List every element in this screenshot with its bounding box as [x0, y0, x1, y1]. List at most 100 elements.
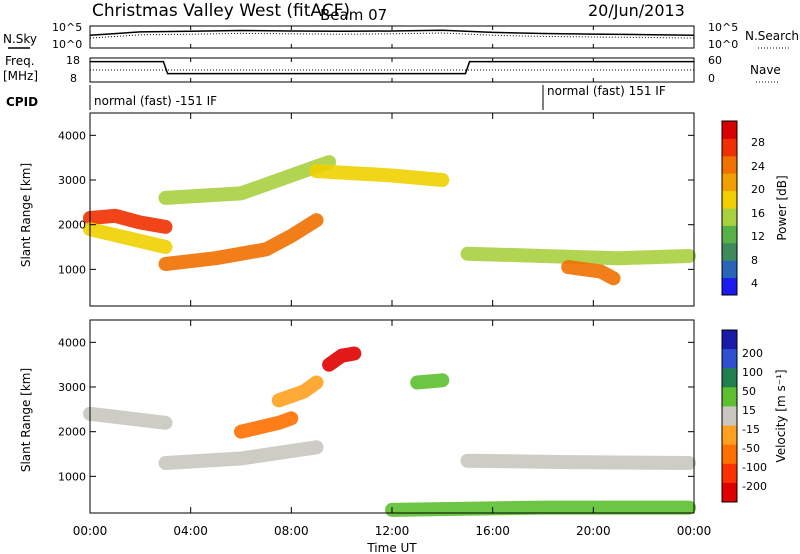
power-band [309, 164, 450, 187]
velocity-colorbar-swatch [722, 387, 737, 407]
freq-unit-label: [MHz] [3, 69, 38, 83]
power-band [158, 213, 324, 271]
vel-cbar-tick-15: 15 [742, 404, 756, 417]
velocity-ytick-1000: 1000 [58, 470, 86, 483]
nave-label: Nave [750, 63, 781, 77]
time-tick-5: 20:00 [576, 524, 611, 538]
power-cbar-tick-4: 4 [751, 277, 758, 290]
velocity-colorbar-swatch [722, 349, 737, 369]
beam-label: Beam 07 [320, 6, 387, 24]
velocity-band [460, 453, 696, 470]
time-tick-2: 08:00 [274, 524, 309, 538]
velocity-ytick-4000: 4000 [58, 336, 86, 349]
velocity-colorbar-swatch [722, 368, 737, 388]
velocity-colorbar-swatch [722, 463, 737, 484]
noise-left-tick-bottom: 10^0 [52, 38, 82, 51]
noise-left-label: N.Sky [3, 32, 37, 46]
cpid-mode-2: normal (fast) 151 IF [547, 84, 666, 98]
velocity-colorbar-swatch [722, 406, 737, 426]
date-label: 20/Jun/2013 [588, 1, 685, 20]
power-colorbar-swatch [722, 242, 737, 261]
velocity-colorbar-swatch [722, 425, 737, 446]
power-band [83, 222, 173, 254]
freq-label: Freq. [5, 54, 35, 68]
cpid-panel: CPID normal (fast) -151 IF normal (fast)… [6, 84, 666, 110]
power-cbar-tick-24: 24 [751, 160, 765, 173]
freq-tick-top: 18 [66, 54, 80, 67]
power-ytick-1000: 1000 [58, 263, 86, 276]
power-colorbar-swatch [722, 225, 737, 244]
velocity-band [234, 411, 299, 439]
time-tick-0: 00:00 [73, 524, 108, 538]
velocity-ytick-2000: 2000 [58, 426, 86, 439]
power-ylabel: Slant Range [km] [19, 163, 33, 267]
vel-cbar-tick-50: 50 [742, 385, 756, 398]
power-cbar-tick-16: 16 [751, 207, 765, 220]
noise-panel: N.Sky 10^5 10^0 10^5 10^0 N.Search [3, 21, 799, 51]
vel-cbar-tick-200: 200 [742, 347, 763, 360]
velocity-band [83, 406, 173, 430]
cpid-label: CPID [6, 95, 38, 109]
noise-right-tick-top: 10^5 [708, 21, 738, 34]
noise-right-tick-bottom: 10^0 [708, 38, 738, 51]
power-cbar-tick-8: 8 [751, 254, 758, 267]
power-cbar-tick-12: 12 [751, 230, 765, 243]
power-colorbar-swatch [722, 138, 737, 157]
power-ytick-3000: 3000 [58, 174, 86, 187]
vel-cbar-tick-neg200: -200 [742, 480, 767, 493]
cpid-mode-1: normal (fast) -151 IF [94, 94, 217, 108]
time-axis: 00:00 04:00 08:00 12:00 16:00 20:00 00:00 [73, 26, 712, 538]
power-colorbar-swatch [722, 277, 737, 296]
velocity-band [385, 500, 696, 517]
noise-sky-line [89, 29, 695, 36]
nave-tick-top: 60 [708, 54, 722, 67]
power-panel: 4000 3000 2000 1000 Slant Range [km] [19, 112, 696, 307]
power-colorbar-swatch [722, 190, 737, 209]
power-cbar-tick-20: 20 [751, 183, 765, 196]
velocity-panel: 4000 3000 2000 1000 Slant Range [km] [19, 319, 696, 517]
power-colorbar-swatch [722, 260, 737, 279]
velocity-colorbar-label: Velocity [m s⁻¹] [774, 369, 788, 462]
vel-cbar-tick-neg15: -15 [742, 423, 760, 436]
noise-right-label: N.Search [745, 29, 799, 43]
velocity-ylabel: Slant Range [km] [19, 368, 33, 472]
vel-cbar-tick-neg100: -100 [742, 461, 767, 474]
velocity-band [410, 373, 450, 390]
vel-cbar-tick-100: 100 [742, 366, 763, 379]
power-band [561, 260, 621, 286]
time-tick-6: 00:00 [677, 524, 712, 538]
power-colorbar-label: Power [dB] [775, 175, 789, 240]
velocity-colorbar-swatch [722, 330, 737, 350]
power-ytick-4000: 4000 [58, 129, 86, 142]
velocity-band [271, 375, 324, 408]
power-band [83, 208, 173, 234]
velocity-colorbar-swatch [722, 444, 737, 465]
velocity-colorbar: 200 100 50 15 -15 -50 -100 -200 Velocity… [721, 329, 788, 503]
freq-tick-bottom: 8 [70, 72, 77, 85]
velocity-band [322, 346, 362, 372]
nave-tick-bottom: 0 [708, 72, 715, 85]
noise-left-tick-top: 10^5 [52, 21, 82, 34]
time-axis-label: Time UT [366, 541, 417, 554]
power-ytick-2000: 2000 [58, 219, 86, 232]
power-band [460, 246, 696, 266]
power-colorbar-swatch [722, 208, 737, 226]
power-data-layer [83, 155, 696, 286]
station-title: Christmas Valley West (fitACF) [92, 1, 350, 21]
time-tick-1: 04:00 [173, 524, 208, 538]
time-tick-4: 16:00 [475, 524, 510, 538]
power-cbar-tick-28: 28 [751, 136, 765, 149]
time-tick-3: 12:00 [375, 524, 410, 538]
vel-cbar-tick-neg50: -50 [742, 442, 760, 455]
velocity-colorbar-swatch [722, 482, 737, 503]
power-colorbar-swatch [722, 155, 737, 174]
velocity-data-layer [83, 346, 696, 517]
freq-line [90, 60, 694, 75]
power-colorbar: 28 24 20 16 12 8 4 Power [dB] [721, 120, 789, 296]
velocity-band [158, 440, 324, 470]
power-band [158, 155, 337, 205]
power-colorbar-swatch [722, 121, 737, 139]
velocity-ytick-3000: 3000 [58, 381, 86, 394]
power-colorbar-swatch [722, 173, 737, 192]
